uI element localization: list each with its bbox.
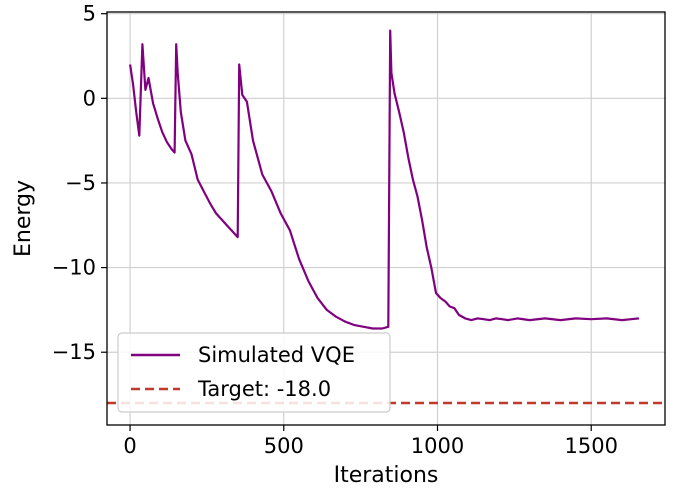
legend-box (117, 332, 391, 413)
y-tick-label: 0 (83, 86, 96, 110)
x-tick-label: 1000 (411, 434, 464, 458)
x-tick-label: 1500 (564, 434, 617, 458)
legend-label-target: Target: -18.0 (197, 377, 331, 401)
x-tick-label: 0 (123, 434, 136, 458)
series-line-simulated-vqe (129, 29, 640, 330)
y-tick-label: −10 (52, 256, 96, 280)
x-axis-label: Iterations (334, 463, 439, 488)
y-tick-label: −5 (65, 171, 96, 195)
legend-label-simulated-vqe: Simulated VQE (198, 343, 355, 367)
plot-frame (106, 11, 666, 426)
axis-ticks: 0 500 1000 1500 5 0 −5 −10 −15 (52, 2, 618, 458)
x-tick-label: 500 (264, 434, 304, 458)
y-tick-label: −15 (52, 340, 96, 364)
legend: Simulated VQE Target: -18.0 (117, 332, 391, 413)
y-axis-label: Energy (11, 180, 36, 257)
y-tick-label: 5 (83, 2, 96, 26)
